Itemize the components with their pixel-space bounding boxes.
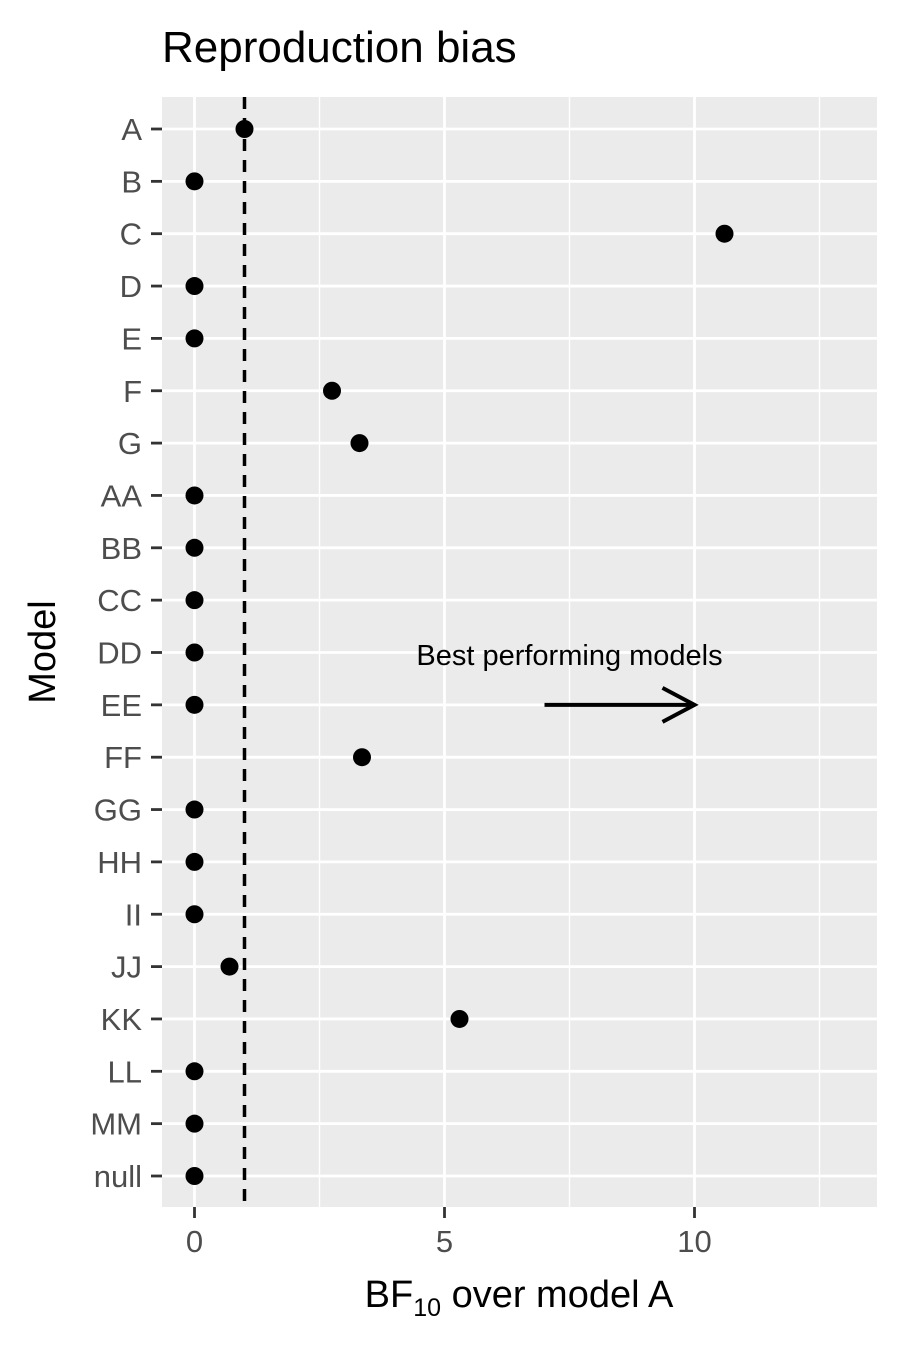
- data-point-C: [715, 224, 734, 243]
- y-tick-label: EE: [101, 688, 142, 723]
- data-point-FF: [353, 748, 371, 767]
- y-tick-label: E: [121, 321, 142, 356]
- y-tick-label: AA: [101, 478, 143, 513]
- data-point-JJ: [220, 957, 239, 976]
- data-point-A: [235, 120, 254, 138]
- annotation-group: Best performing models: [416, 640, 723, 724]
- data-point-II: [185, 905, 204, 924]
- y-tick-label: F: [123, 374, 142, 409]
- data-point-B: [185, 172, 204, 191]
- y-tick-label: KK: [101, 1002, 143, 1037]
- data-point-DD: [185, 643, 204, 662]
- data-point-E: [185, 329, 204, 348]
- y-tick-label: G: [118, 426, 142, 461]
- data-point-GG: [185, 800, 204, 819]
- x-axis-title: BF10 over model A: [365, 1274, 674, 1322]
- x-tick-label: 10: [677, 1224, 711, 1259]
- data-point-BB: [185, 538, 204, 557]
- data-point-AA: [185, 486, 204, 505]
- data-point-EE: [185, 695, 204, 714]
- y-tick-label: FF: [104, 740, 142, 775]
- x-axis-title-rest: over model A: [441, 1274, 674, 1316]
- data-point-KK: [450, 1009, 469, 1028]
- y-tick-label: II: [125, 897, 142, 932]
- y-tick-label: B: [121, 164, 142, 199]
- data-point-F: [323, 381, 341, 400]
- annotation-text: Best performing models: [416, 640, 722, 672]
- data-point-null: [185, 1167, 204, 1185]
- data-point-HH: [185, 852, 204, 871]
- y-tick-label: C: [120, 217, 142, 252]
- data-point-G: [350, 434, 369, 453]
- grid-lines: [162, 97, 877, 1207]
- y-tick-label: LL: [108, 1054, 142, 1089]
- y-axis-title: Model: [22, 600, 64, 704]
- annotation-arrow-head: [661, 686, 699, 724]
- chart-title: Reproduction bias: [162, 23, 517, 72]
- x-tick-label: 0: [186, 1224, 203, 1259]
- x-axis: 0 5 10: [186, 1207, 712, 1259]
- x-axis-title-base: BF: [365, 1274, 414, 1316]
- y-tick-label: null: [94, 1159, 142, 1194]
- y-tick-label: A: [121, 112, 142, 147]
- x-tick-label: 5: [436, 1224, 453, 1259]
- data-point-LL: [185, 1062, 204, 1081]
- x-axis-title-subscript: 10: [413, 1294, 441, 1322]
- data-points: [185, 120, 734, 1185]
- y-tick-label: CC: [97, 583, 142, 618]
- y-tick-label: D: [120, 269, 142, 304]
- y-tick-label: DD: [97, 636, 142, 671]
- data-point-D: [185, 277, 204, 296]
- y-tick-label: JJ: [111, 950, 142, 985]
- y-tick-label: HH: [97, 845, 142, 880]
- y-tick-label: MM: [90, 1107, 142, 1142]
- data-point-CC: [185, 591, 204, 610]
- data-point-MM: [185, 1114, 204, 1133]
- y-tick-label: GG: [94, 793, 142, 828]
- y-tick-label: BB: [101, 531, 142, 566]
